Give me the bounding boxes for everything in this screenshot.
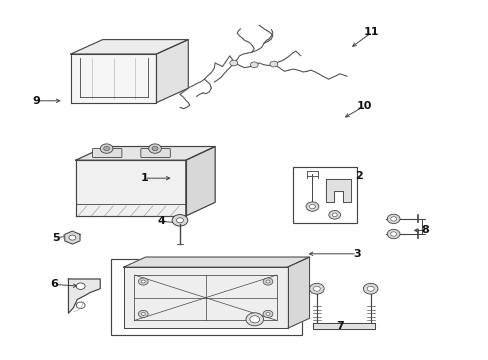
Polygon shape [185, 147, 215, 216]
Circle shape [76, 302, 85, 309]
Circle shape [313, 286, 320, 291]
Circle shape [100, 144, 113, 153]
Circle shape [172, 215, 187, 226]
Circle shape [229, 60, 237, 66]
Circle shape [76, 283, 85, 289]
Text: 11: 11 [363, 27, 379, 37]
Circle shape [328, 211, 340, 219]
Circle shape [386, 214, 399, 224]
Circle shape [332, 213, 337, 217]
Circle shape [263, 310, 272, 318]
Text: 2: 2 [355, 171, 363, 181]
Circle shape [245, 313, 263, 326]
Polygon shape [68, 279, 100, 313]
Circle shape [152, 147, 158, 151]
Polygon shape [123, 257, 309, 267]
Circle shape [148, 144, 161, 153]
Text: 1: 1 [140, 173, 148, 183]
Circle shape [386, 229, 399, 239]
Circle shape [141, 312, 145, 315]
Circle shape [69, 235, 76, 240]
Circle shape [309, 204, 315, 209]
Polygon shape [287, 257, 309, 328]
Polygon shape [326, 179, 350, 202]
Circle shape [103, 147, 109, 151]
Circle shape [250, 62, 258, 68]
Text: 8: 8 [421, 225, 428, 235]
Polygon shape [64, 231, 80, 244]
Text: 6: 6 [50, 279, 58, 289]
Bar [111, 259, 302, 335]
Circle shape [176, 218, 183, 223]
Text: 9: 9 [33, 96, 41, 106]
Text: 10: 10 [356, 101, 371, 111]
Circle shape [138, 310, 148, 318]
Polygon shape [71, 54, 156, 103]
Circle shape [390, 217, 396, 221]
Circle shape [269, 61, 277, 67]
Circle shape [141, 280, 145, 283]
Circle shape [263, 278, 272, 285]
Text: 5: 5 [52, 233, 60, 243]
Circle shape [366, 286, 373, 291]
Polygon shape [76, 160, 185, 216]
Polygon shape [71, 40, 188, 54]
Polygon shape [156, 40, 188, 103]
Polygon shape [76, 147, 215, 160]
FancyBboxPatch shape [141, 149, 170, 158]
Text: 7: 7 [335, 321, 343, 331]
Circle shape [249, 316, 259, 323]
Circle shape [305, 202, 318, 211]
Circle shape [390, 232, 396, 236]
Bar [293, 167, 356, 223]
Text: 4: 4 [157, 216, 165, 226]
Circle shape [138, 278, 148, 285]
Polygon shape [123, 267, 287, 328]
Polygon shape [312, 323, 374, 329]
FancyBboxPatch shape [92, 149, 122, 158]
Circle shape [363, 283, 377, 294]
Text: 3: 3 [352, 249, 360, 259]
Circle shape [265, 312, 269, 315]
Circle shape [309, 283, 324, 294]
Circle shape [265, 280, 269, 283]
